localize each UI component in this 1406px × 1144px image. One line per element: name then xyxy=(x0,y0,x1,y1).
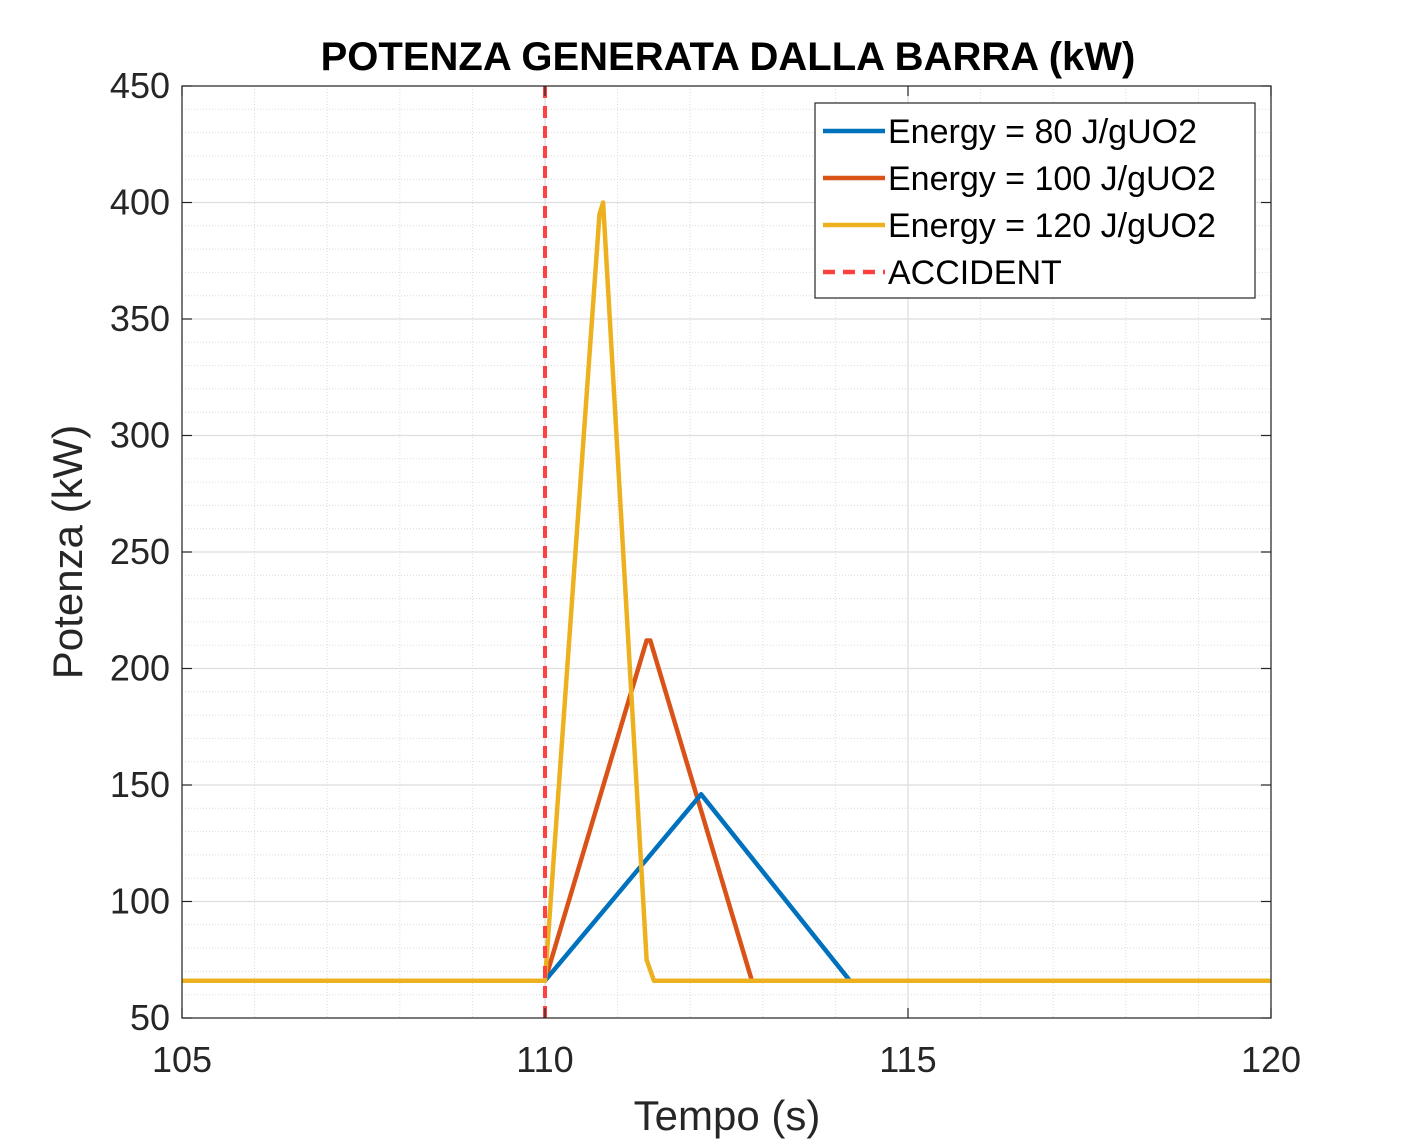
y-axis-label: Potenza (kW) xyxy=(44,425,91,679)
x-tick-label: 115 xyxy=(879,1039,936,1080)
y-tick-label: 350 xyxy=(110,298,170,339)
legend-label: Energy = 100 J/gUO2 xyxy=(888,160,1216,198)
x-axis-label: Tempo (s) xyxy=(634,1092,821,1139)
x-tick-label: 105 xyxy=(152,1039,212,1080)
y-tick-label: 200 xyxy=(110,648,170,689)
series-line xyxy=(182,200,1271,983)
y-tick-label: 400 xyxy=(110,182,170,223)
legend-box xyxy=(814,102,1256,299)
chart-title: POTENZA GENERATA DALLA BARRA (kW) xyxy=(321,35,1136,79)
legend: Energy = 80 J/gUO2 Energy = 100 J/gUO2 Ene… xyxy=(814,102,1256,299)
y-tick-label: 50 xyxy=(130,997,170,1038)
y-tick-label: 100 xyxy=(110,881,170,922)
y-tick-label: 250 xyxy=(110,531,170,572)
x-tick-label: 120 xyxy=(1241,1039,1301,1080)
y-tick-label: 150 xyxy=(110,764,170,805)
y-tick-label: 450 xyxy=(110,65,170,106)
legend-label: Energy = 120 J/gUO2 xyxy=(888,207,1216,245)
legend-label: Energy = 80 J/gUO2 xyxy=(888,113,1197,151)
axis-ticks: 105 110 115 120 50 100 150 200 250 300 350 400 450 xyxy=(110,65,1301,1080)
series-layer xyxy=(182,86,1271,1018)
y-tick-label: 300 xyxy=(110,415,170,456)
legend-label: ACCIDENT xyxy=(888,254,1062,292)
x-tick-label: 110 xyxy=(516,1039,573,1080)
